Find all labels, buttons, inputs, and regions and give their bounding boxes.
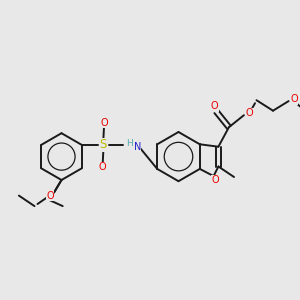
Text: H: H bbox=[126, 139, 133, 148]
Text: O: O bbox=[100, 118, 108, 128]
Text: O: O bbox=[99, 162, 106, 172]
Text: O: O bbox=[211, 175, 219, 185]
Text: O: O bbox=[245, 108, 253, 118]
Text: O: O bbox=[290, 94, 298, 104]
Text: O: O bbox=[46, 190, 54, 201]
Text: O: O bbox=[211, 101, 219, 111]
Text: N: N bbox=[134, 142, 141, 152]
Text: S: S bbox=[100, 138, 107, 152]
